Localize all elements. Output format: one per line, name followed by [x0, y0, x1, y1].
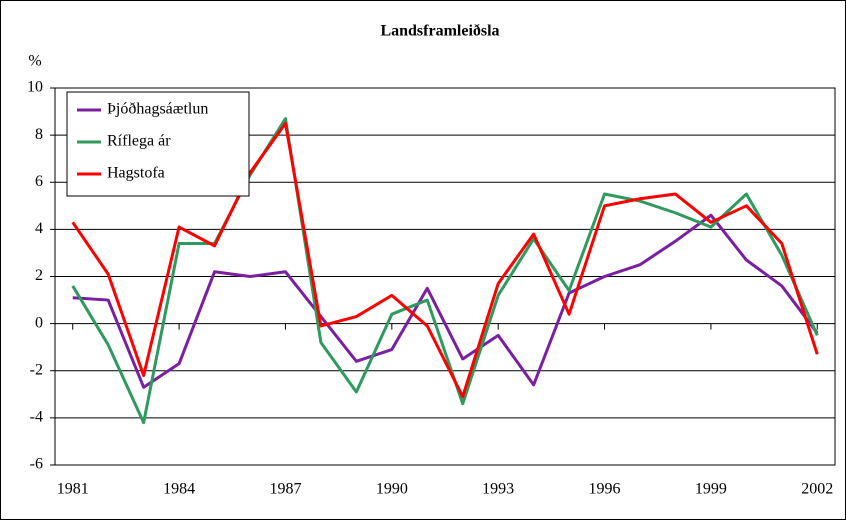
x-tick-label: 1990: [376, 481, 408, 498]
x-tick-label: 1996: [589, 481, 621, 498]
chart-title: Landsframleiðsla: [380, 23, 499, 40]
y-tick-label: -4: [30, 409, 43, 426]
y-tick-label: 10: [27, 79, 43, 96]
series-line: [71, 117, 819, 425]
legend-label: Þjóðhagsáætlun: [107, 101, 208, 118]
x-tick-label: 1984: [163, 481, 195, 498]
y-tick-label: -6: [30, 456, 43, 473]
y-tick-label: 6: [35, 173, 43, 190]
y-axis-label: %: [28, 53, 41, 70]
y-tick-label: 2: [35, 267, 43, 284]
legend-label: Ríflega ár: [107, 133, 171, 150]
legend-label: Hagstofa: [107, 165, 165, 182]
x-tick-label: 1981: [57, 481, 89, 498]
y-tick-label: -2: [30, 361, 43, 378]
x-tick-label: 2002: [801, 481, 833, 498]
y-tick-label: 8: [35, 126, 43, 143]
y-tick-label: 4: [35, 220, 43, 237]
x-tick-label: 1999: [695, 481, 727, 498]
series-line: [72, 213, 819, 389]
x-tick-label: 1993: [482, 481, 514, 498]
x-tick-label: 1987: [269, 481, 301, 498]
y-tick-label: 0: [35, 314, 43, 331]
series-line: [71, 121, 819, 399]
